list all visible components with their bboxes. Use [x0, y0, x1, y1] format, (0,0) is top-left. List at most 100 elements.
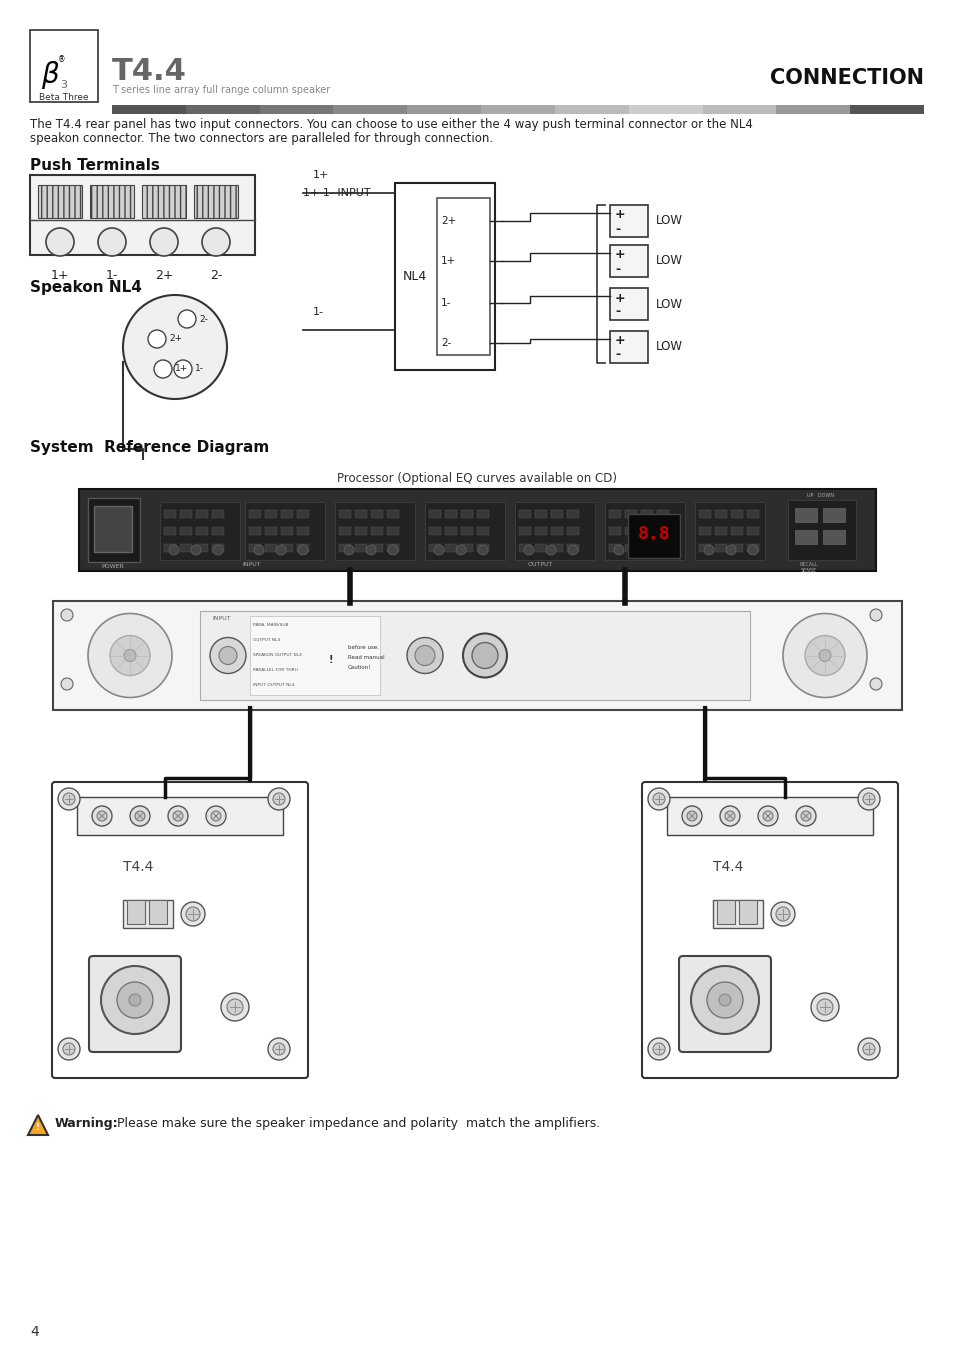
Circle shape [273, 1044, 285, 1054]
Circle shape [366, 545, 375, 555]
Circle shape [63, 792, 75, 805]
Text: 2-: 2- [210, 269, 222, 282]
Circle shape [862, 792, 874, 805]
Circle shape [775, 907, 789, 921]
Bar [518, 526, 531, 535]
Text: -: - [615, 223, 619, 235]
Bar [195, 544, 208, 552]
Text: 2-: 2- [440, 338, 451, 348]
Bar [88, 498, 140, 562]
Text: The T4.4 rear panel has two input connectors. You can choose to use either the 4: The T4.4 rear panel has two input connec… [30, 117, 752, 131]
Bar [551, 510, 562, 518]
Circle shape [88, 613, 172, 698]
Circle shape [169, 545, 179, 555]
Bar [387, 510, 398, 518]
Circle shape [818, 649, 830, 662]
Circle shape [724, 811, 734, 821]
Bar [195, 510, 208, 518]
Bar [371, 510, 382, 518]
Bar [338, 544, 351, 552]
FancyBboxPatch shape [641, 782, 897, 1079]
Bar [338, 510, 351, 518]
Bar [476, 526, 489, 535]
Text: UP   DOWN: UP DOWN [806, 493, 834, 498]
Text: INPUT OUTPUT NL4: INPUT OUTPUT NL4 [253, 683, 294, 687]
Bar [714, 510, 726, 518]
Circle shape [725, 545, 735, 555]
Text: SPEAKON OUTPUT NL4: SPEAKON OUTPUT NL4 [253, 653, 301, 657]
Circle shape [703, 545, 713, 555]
Bar [355, 510, 367, 518]
Bar [265, 544, 276, 552]
Bar [245, 502, 325, 560]
Circle shape [857, 788, 879, 810]
Circle shape [211, 811, 221, 821]
Text: Please make sure the speaker impedance and polarity  match the amplifiers.: Please make sure the speaker impedance a… [112, 1116, 599, 1130]
Text: before use.: before use. [348, 645, 378, 649]
Circle shape [206, 806, 226, 826]
Circle shape [434, 545, 443, 555]
Circle shape [804, 636, 844, 675]
Circle shape [124, 649, 136, 662]
Circle shape [388, 545, 397, 555]
Text: 1-: 1- [194, 364, 204, 374]
Bar [776, 105, 850, 113]
FancyBboxPatch shape [679, 956, 770, 1052]
Bar [608, 510, 620, 518]
Bar [551, 544, 562, 552]
Circle shape [153, 360, 172, 378]
Circle shape [770, 902, 794, 926]
Text: Speakon NL4: Speakon NL4 [30, 279, 142, 296]
Circle shape [681, 806, 701, 826]
Circle shape [58, 788, 80, 810]
Circle shape [98, 228, 126, 256]
Circle shape [110, 636, 150, 675]
Text: T4.4: T4.4 [123, 860, 153, 873]
Bar [249, 510, 261, 518]
Text: Beta Three: Beta Three [39, 93, 89, 103]
Bar [746, 526, 759, 535]
Text: 1-: 1- [440, 298, 451, 308]
Bar [822, 508, 844, 522]
Circle shape [857, 1038, 879, 1060]
Bar [460, 526, 473, 535]
Bar [436, 198, 490, 355]
Circle shape [172, 811, 183, 821]
Circle shape [567, 545, 578, 555]
Circle shape [186, 907, 200, 921]
Bar [296, 544, 309, 552]
FancyBboxPatch shape [52, 782, 308, 1079]
Text: CONNECTION: CONNECTION [769, 68, 923, 88]
Bar [609, 288, 647, 320]
Text: Push Terminals: Push Terminals [30, 158, 160, 173]
Text: 1+: 1+ [313, 170, 329, 180]
Bar [535, 526, 546, 535]
Bar [38, 185, 82, 217]
Bar [627, 514, 679, 558]
Bar [604, 502, 684, 560]
Bar [555, 105, 629, 113]
Bar [566, 544, 578, 552]
Circle shape [658, 545, 667, 555]
Text: +: + [615, 335, 625, 347]
Bar [566, 526, 578, 535]
Bar [281, 526, 293, 535]
Bar [180, 544, 192, 552]
Bar [609, 205, 647, 238]
Bar [657, 526, 668, 535]
Text: RECALL
SENSE: RECALL SENSE [799, 562, 818, 572]
Circle shape [816, 999, 832, 1015]
Text: LOW: LOW [656, 255, 682, 267]
Circle shape [686, 811, 697, 821]
Bar [657, 510, 668, 518]
Circle shape [862, 1044, 874, 1054]
Bar [714, 526, 726, 535]
Circle shape [252, 637, 288, 674]
Bar [355, 526, 367, 535]
Bar [212, 544, 224, 552]
Circle shape [869, 609, 882, 621]
Circle shape [268, 788, 290, 810]
Circle shape [61, 609, 73, 621]
Bar [250, 616, 379, 695]
Bar [30, 176, 254, 255]
